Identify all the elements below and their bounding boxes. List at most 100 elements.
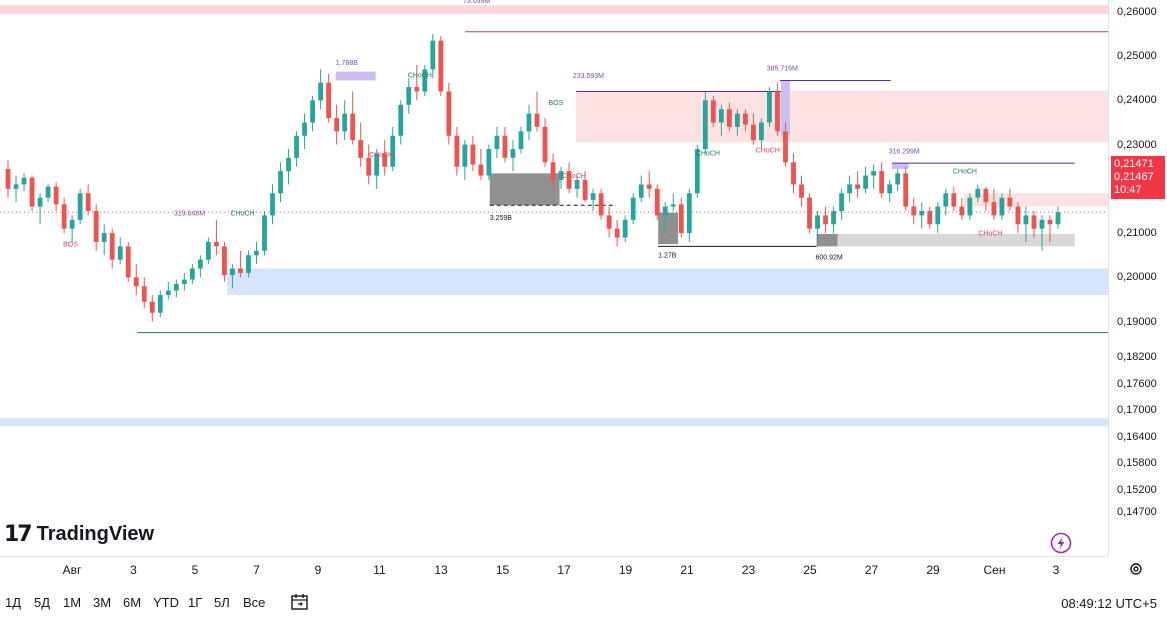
candle-body-11 <box>93 210 99 242</box>
candle-body-99 <box>799 184 804 198</box>
chart-pane[interactable]: 73.039M 1.788B 233.593M 385.716M 316.299M 319… <box>0 0 1108 556</box>
timeframe-button[interactable]: 5Д <box>34 595 51 610</box>
demand-zone-4 <box>0 418 1108 427</box>
candle-body-46 <box>374 153 380 176</box>
candle-body-16 <box>133 277 139 287</box>
candle-body-101 <box>815 215 820 229</box>
annotation-label-14: CHoCH <box>978 230 1002 237</box>
time-tick-label: 3 <box>1052 563 1060 577</box>
candle-body-111 <box>895 173 901 185</box>
time-tick-label: 27 <box>864 563 879 577</box>
timeframe-button[interactable]: 6М <box>123 595 142 610</box>
candle-body-26 <box>213 241 219 247</box>
lightning-icon[interactable] <box>1050 532 1072 559</box>
candle-body-53 <box>430 40 436 70</box>
candle-body-48 <box>390 135 396 167</box>
time-tick-label: 13 <box>434 563 448 577</box>
candle-body-74 <box>598 193 604 216</box>
price-tick-label: 0,18200 <box>1117 351 1157 363</box>
current-price-badge: 0,21471 0,21467 10:47 <box>1111 156 1165 199</box>
current-price-label: 0,21471 <box>1114 158 1154 170</box>
candle-body-100 <box>807 197 812 229</box>
candle-body-114 <box>919 210 925 216</box>
candlestick-chart[interactable]: 73.039M 1.788B 233.593M 385.716M 316.299M 319… <box>0 0 1108 556</box>
candle-body-108 <box>871 171 877 176</box>
timeframe-button[interactable]: 3М <box>93 595 112 610</box>
candle-body-54 <box>438 40 444 92</box>
candle-body-2 <box>21 177 27 185</box>
time-tick-label: 17 <box>557 563 571 577</box>
candle-body-128 <box>1031 215 1037 229</box>
candle-body-72 <box>582 180 588 200</box>
candle-body-24 <box>197 259 203 269</box>
candle-body-83 <box>670 204 676 207</box>
candle-body-68 <box>550 162 556 180</box>
candle-body-77 <box>622 219 628 238</box>
candle-body-34 <box>278 171 283 194</box>
time-tick-label: 25 <box>803 563 817 577</box>
candle-body-27 <box>222 246 227 276</box>
candle-body-44 <box>358 140 364 158</box>
annotation-label-10: BOS <box>548 100 563 107</box>
candle-body-37 <box>302 122 307 136</box>
candle-body-35 <box>286 157 291 172</box>
price-tick-label: 0,20000 <box>1117 271 1157 284</box>
candle-body-94 <box>759 122 764 141</box>
candle-body-33 <box>270 193 275 216</box>
candle-body-60 <box>486 149 492 176</box>
time-tick-label: 7 <box>253 563 260 577</box>
candle-body-121 <box>975 188 981 198</box>
candle-body-96 <box>775 91 780 132</box>
candle-body-104 <box>839 193 844 211</box>
timeframe-button[interactable]: 1Д <box>5 595 22 610</box>
candle-body-65 <box>526 113 532 132</box>
annotation-label-16: 3.259B <box>490 215 513 222</box>
candle-body-85 <box>686 193 692 234</box>
candle-body-88 <box>710 100 716 123</box>
candle-body-39 <box>318 82 324 101</box>
price-tick-label: 0,19000 <box>1117 315 1157 328</box>
candle-body-87 <box>702 100 708 150</box>
timeframe-button[interactable]: YTD <box>153 595 179 610</box>
candle-body-76 <box>614 228 620 238</box>
date-range-icon[interactable] <box>290 593 310 616</box>
annotation-label-6: CHoCH <box>408 72 432 79</box>
settings-icon[interactable] <box>1128 561 1144 582</box>
candle-body-25 <box>205 241 211 260</box>
candle-body-58 <box>470 144 476 165</box>
timeframe-button[interactable]: Все <box>243 595 266 610</box>
candle-body-63 <box>510 149 516 158</box>
candle-body-129 <box>1039 219 1045 229</box>
candle-body-51 <box>414 87 420 92</box>
annotation-label-11: CHoCH <box>369 152 393 159</box>
candle-body-95 <box>767 91 772 123</box>
supply-zone-0 <box>0 5 1108 15</box>
annotation-label-0: 73.039M <box>463 0 490 5</box>
candle-body-55 <box>446 91 452 136</box>
tradingview-logo[interactable]: 17 TradingView <box>4 521 154 547</box>
bottom-toolbar: 1Д 5Д 1М 3М 6М YTD 1Г 5Л Все 08:49:12 UTC+5 <box>0 588 1167 618</box>
candle-body-40 <box>326 82 332 119</box>
timeframe-button[interactable]: 1М <box>63 595 82 610</box>
grey-zone-8 <box>837 233 1075 247</box>
candle-body-56 <box>454 135 460 167</box>
annotation-label-1: 1.788B <box>336 60 359 67</box>
price-axis[interactable]: 0,260000,250000,240000,230000,220000,210… <box>1108 0 1167 556</box>
candle-body-127 <box>1023 215 1029 225</box>
time-tick-label: 15 <box>495 563 510 577</box>
candle-body-36 <box>294 135 299 158</box>
candle-body-105 <box>847 184 853 194</box>
candle-body-10 <box>85 193 91 211</box>
clock-label[interactable]: 08:49:12 UTC+5 <box>1061 596 1157 611</box>
price-tick-label: 0,14700 <box>1117 505 1157 518</box>
candle-body-118 <box>951 193 957 207</box>
timeframe-button[interactable]: 5Л <box>214 595 230 610</box>
candle-body-130 <box>1047 219 1053 225</box>
price-tick-label: 0,15200 <box>1117 483 1157 496</box>
annotation-label-12: CHoCH <box>562 173 586 180</box>
time-axis[interactable]: Авг 3 5 7 9 11 13 15 17 19 21 23 25 27 29 Сен 3 <box>0 556 1108 583</box>
candle-body-15 <box>125 246 131 278</box>
candle-body-70 <box>566 171 572 189</box>
timeframe-button[interactable]: 1Г <box>188 595 203 610</box>
candle-body-123 <box>991 202 997 216</box>
